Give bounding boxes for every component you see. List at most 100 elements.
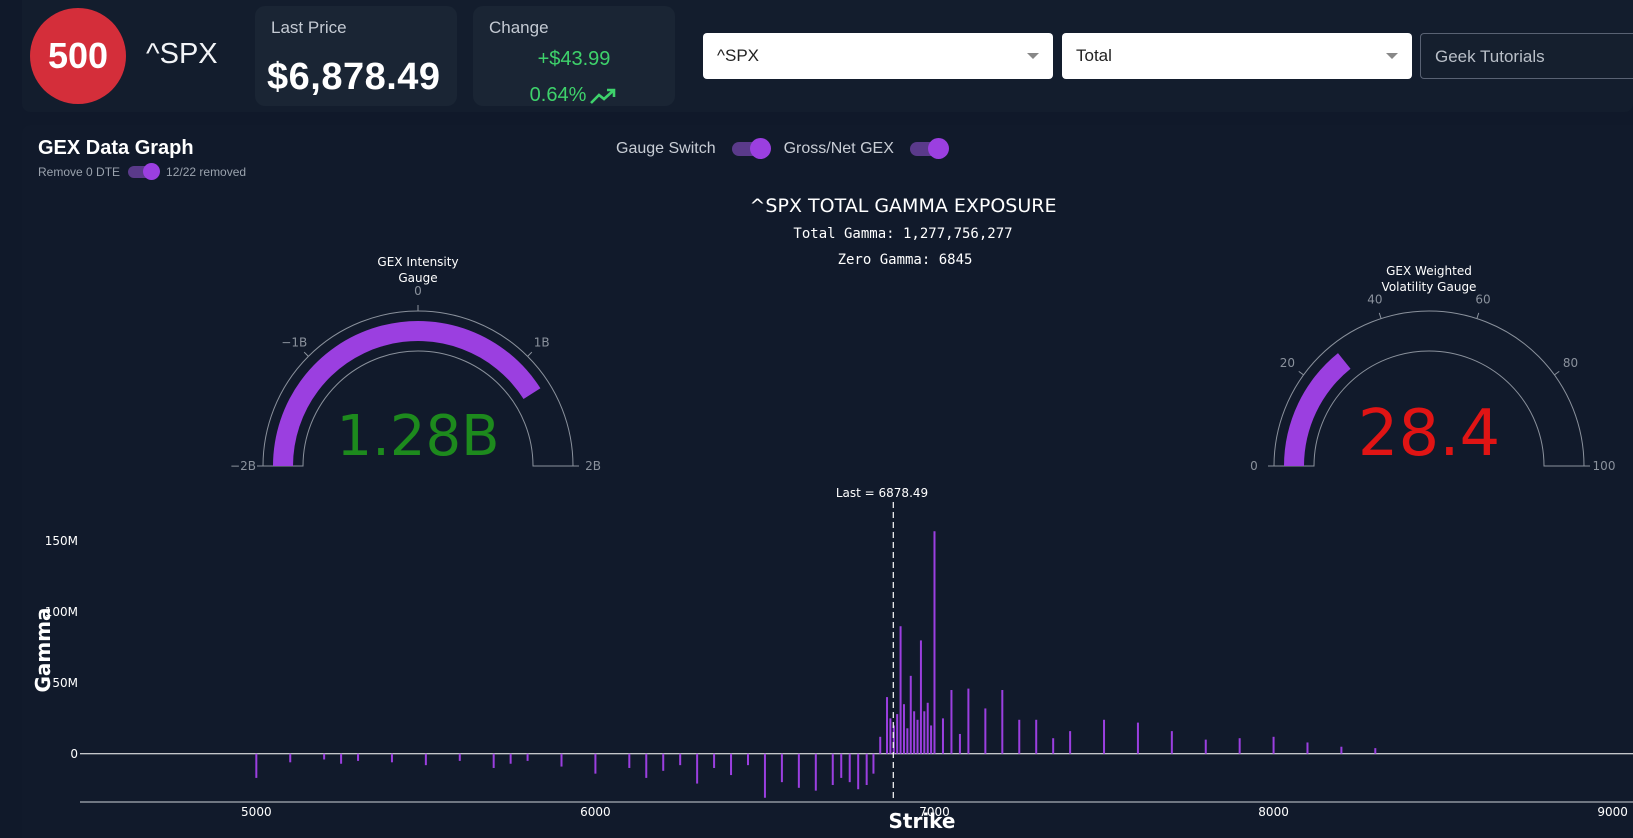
gamma-bar	[662, 753, 665, 771]
gamma-bar	[696, 753, 699, 784]
change-percent: 0.64%	[529, 84, 587, 106]
gauge-tick-label: −2B	[230, 459, 256, 473]
mode-select-value: Total	[1076, 46, 1112, 65]
gauge-tick	[1298, 370, 1304, 376]
gamma-bar	[628, 753, 631, 768]
x-tick-label: 7000	[919, 805, 950, 819]
trending-up-icon	[590, 88, 616, 104]
gauge-switch-label: Gauge Switch	[616, 140, 716, 157]
gauge-value-bar	[1284, 353, 1351, 466]
change-amount: +$43.99	[537, 48, 611, 70]
gauge-switch-toggle[interactable]	[731, 138, 771, 159]
gauge-tick-label: 80	[1563, 356, 1578, 370]
tutorials-label: Geek Tutorials	[1435, 47, 1545, 66]
gamma-bar	[1018, 719, 1021, 754]
gamma-bar	[899, 626, 902, 754]
tutorials-select[interactable]: Geek Tutorials	[1420, 33, 1633, 79]
gex-intensity-gauge: GEX Intensity Gauge −2B −1B 0 1B 2B 1.28B	[230, 255, 601, 473]
gamma-bar	[1103, 719, 1106, 754]
gamma-bar	[923, 711, 926, 754]
gamma-bar	[896, 714, 899, 754]
gamma-bar	[913, 711, 916, 754]
gamma-bar	[1035, 719, 1038, 754]
gamma-bar	[323, 753, 326, 760]
gauge-tick-label: 2B	[585, 459, 601, 473]
gauge-tick-label: 0	[414, 284, 422, 298]
gamma-bar	[933, 531, 936, 754]
gauge-tick-label: 40	[1367, 293, 1382, 307]
change-card: Change +$43.99 0.64%	[473, 6, 675, 106]
change-percent-row: 0.64%	[473, 84, 675, 107]
gamma-bar-plot: Last = 6878.49 Strike Gamma 0 50M 100M 150M…	[31, 486, 1633, 833]
gauge-tick	[1378, 312, 1382, 319]
gamma-bar	[594, 753, 597, 774]
y-axis-label: Gamma	[31, 607, 55, 692]
gamma-bar	[909, 675, 912, 754]
gamma-bar	[458, 753, 461, 761]
gamma-bar	[1001, 690, 1004, 754]
removed-count: 12/22 removed	[166, 165, 247, 179]
gamma-bar	[797, 753, 800, 788]
gamma-bar	[526, 753, 529, 761]
gamma-bar	[1052, 738, 1055, 754]
gauge-title: GEX Weighted	[1386, 264, 1472, 278]
last-price-annotation: Last = 6878.49	[836, 486, 928, 500]
chart-title: ^SPX TOTAL GAMMA EXPOSURE	[750, 195, 1057, 217]
gamma-bar	[1170, 731, 1173, 754]
gamma-bar	[509, 753, 512, 764]
gamma-bar	[713, 753, 716, 768]
gamma-bar	[1069, 731, 1072, 754]
gamma-bar	[424, 753, 427, 766]
gamma-bar	[941, 718, 944, 754]
gamma-bar	[1238, 738, 1241, 754]
gamma-bar	[492, 753, 495, 768]
gauge-tick	[1476, 312, 1480, 319]
gauge-tick-label: 0	[1250, 459, 1258, 473]
gamma-bar	[831, 753, 834, 785]
gamma-bar	[1204, 739, 1207, 754]
gauge-tick	[527, 351, 533, 357]
gauge-tick-label: −1B	[281, 335, 307, 349]
last-price-card: Last Price $6,878.49	[255, 6, 457, 106]
gauge-tick	[303, 351, 309, 357]
gross-net-label: Gross/Net GEX	[783, 140, 894, 157]
y-tick-label: 150M	[45, 534, 78, 548]
y-tick-label: 100M	[45, 605, 78, 619]
remove-dte-toggle[interactable]	[128, 163, 161, 180]
gamma-bar	[857, 753, 860, 790]
gauge-title: Gauge	[398, 271, 437, 285]
gamma-bar	[730, 753, 733, 776]
gauge-outline	[262, 310, 574, 467]
volatility-gauge: GEX Weighted Volatility Gauge 0 20 40 60 80 1…	[1250, 264, 1615, 473]
gauge-value-bar	[273, 321, 541, 466]
gamma-bar	[879, 736, 882, 754]
index-badge: 500	[30, 8, 126, 104]
symbol-select[interactable]: ^SPX	[703, 33, 1053, 79]
gauge-tick-label: 100	[1593, 459, 1616, 473]
y-tick-label: 50M	[52, 676, 78, 690]
gamma-bar	[848, 753, 851, 783]
gauge-tick	[1554, 370, 1560, 376]
gross-net-toggle[interactable]	[909, 138, 949, 159]
gamma-bar	[1374, 748, 1377, 754]
gamma-bar	[255, 753, 258, 778]
gamma-bar	[958, 733, 961, 754]
gamma-bar	[906, 728, 909, 754]
gauge-title: GEX Intensity	[377, 255, 458, 269]
gamma-bar	[645, 753, 648, 778]
last-price-value: $6,878.49	[267, 56, 441, 98]
switch-row: Gauge Switch Gross/Net GEX	[616, 138, 962, 159]
gamma-bar	[967, 688, 970, 754]
gamma-bar	[886, 697, 889, 754]
x-tick-label: 5000	[241, 805, 272, 819]
gamma-bar	[763, 753, 766, 798]
x-tick-label: 6000	[580, 805, 611, 819]
gamma-bar	[390, 753, 393, 763]
gamma-bar	[865, 753, 868, 785]
gamma-bar	[840, 753, 843, 778]
gamma-bar	[892, 725, 895, 754]
gex-graph-panel	[22, 125, 1633, 838]
mode-select[interactable]: Total	[1062, 33, 1412, 79]
gamma-bar	[1272, 736, 1275, 754]
gauge-tick-label: 20	[1280, 356, 1295, 370]
